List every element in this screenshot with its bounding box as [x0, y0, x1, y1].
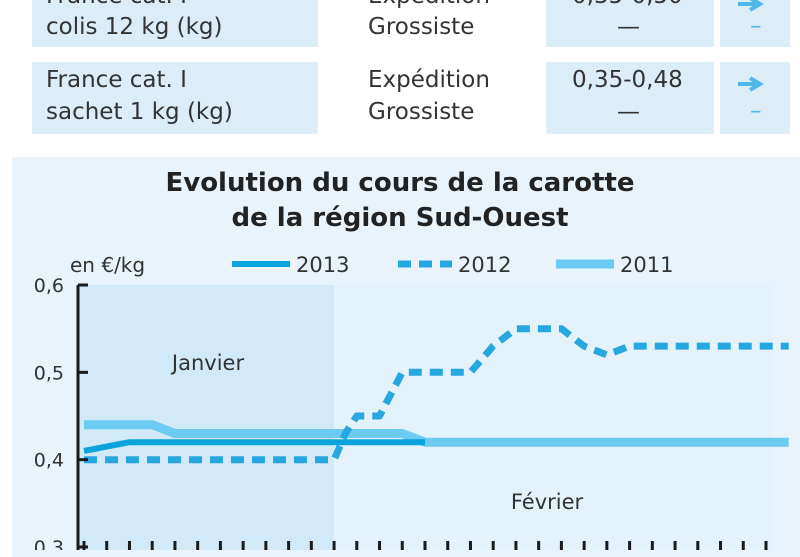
- arrow-right-icon: [738, 76, 764, 92]
- series-line-2012: [84, 325, 789, 464]
- table-row: France cat. I colis 12 kg (kg) Expéditio…: [32, 0, 790, 47]
- stage-label: Expédition: [368, 0, 490, 13]
- table-row: France cat. I sachet 1 kg (kg) Expéditio…: [32, 62, 790, 134]
- product-cell: [32, 62, 318, 134]
- price-cell: [546, 62, 714, 134]
- y-tick-label: 0,3: [34, 537, 64, 550]
- series-line-2013: [83, 439, 425, 454]
- product-cell: [32, 0, 318, 47]
- product-unit: sachet 1 kg (kg): [46, 99, 233, 125]
- chart-title: Evolution du cours de la carotte: [165, 168, 635, 198]
- price-table: France cat. I colis 12 kg (kg) Expéditio…: [32, 0, 790, 140]
- price-range: 0,35-0,48: [572, 67, 683, 93]
- plot-background: [78, 285, 335, 550]
- price-range: 0,35-0,50: [572, 0, 683, 13]
- stage-label: Expédition: [368, 67, 490, 93]
- stage-label: Grossiste: [368, 99, 475, 125]
- period-label: Février: [511, 490, 584, 514]
- plot-background: [334, 285, 773, 550]
- trend-dash: –: [750, 98, 762, 124]
- price-empty: —: [617, 14, 640, 40]
- stage-label: Grossiste: [368, 14, 475, 40]
- product-name: France cat. I: [46, 0, 187, 13]
- legend-label: 2013: [296, 253, 349, 277]
- product-unit: colis 12 kg (kg): [46, 14, 223, 40]
- chart-subtitle: de la région Sud-Ouest: [231, 203, 569, 233]
- y-axis-label: en €/kg: [70, 253, 145, 277]
- y-tick-label: 0,6: [34, 275, 64, 297]
- trend-cell: [720, 62, 790, 134]
- price-cell: [546, 0, 714, 47]
- period-label: Janvier: [170, 351, 245, 375]
- arrow-right-icon: [738, 0, 764, 12]
- series-line-2011: [84, 420, 789, 447]
- trend-dash: –: [750, 13, 762, 39]
- product-name: France cat. I: [46, 67, 187, 93]
- price-empty: —: [617, 99, 640, 125]
- legend-label: 2011: [620, 253, 673, 277]
- y-tick-label: 0,4: [34, 450, 64, 472]
- legend-label: 2012: [458, 253, 511, 277]
- y-tick-label: 0,5: [34, 362, 64, 384]
